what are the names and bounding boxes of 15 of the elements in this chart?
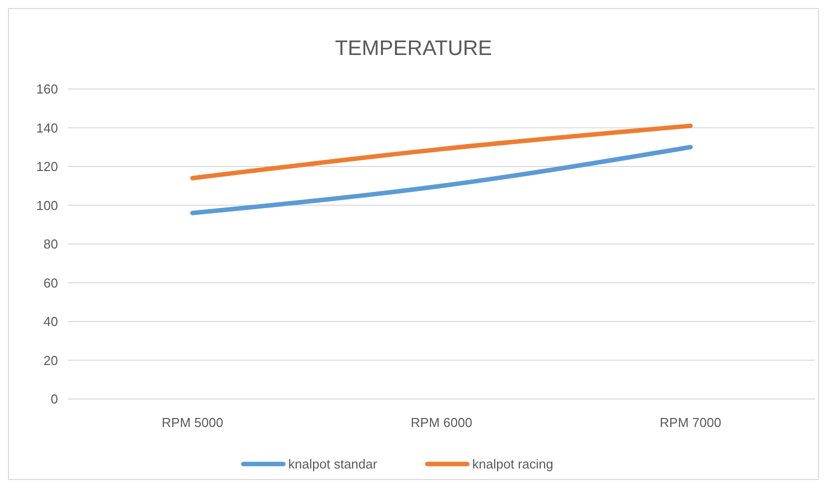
x-tick-label: RPM 7000 [660, 415, 722, 430]
x-tick-label: RPM 5000 [162, 415, 224, 430]
x-tick-label: RPM 6000 [410, 415, 472, 430]
legend-label: knalpot racing [472, 456, 554, 472]
y-tick-label: 80 [44, 236, 58, 252]
y-tick-label: 120 [36, 159, 58, 174]
y-tick-label: 40 [44, 314, 58, 330]
y-tick-label: 60 [44, 275, 58, 290]
y-tick-label: 20 [44, 352, 58, 368]
y-tick-label: 100 [36, 198, 58, 213]
legend-label: knalpot standar [288, 456, 378, 472]
y-tick-label: 160 [36, 82, 58, 97]
y-tick-label: 0 [50, 392, 58, 407]
y-tick-label: 140 [36, 120, 58, 136]
chart-title: TEMPERATURE [334, 37, 492, 60]
